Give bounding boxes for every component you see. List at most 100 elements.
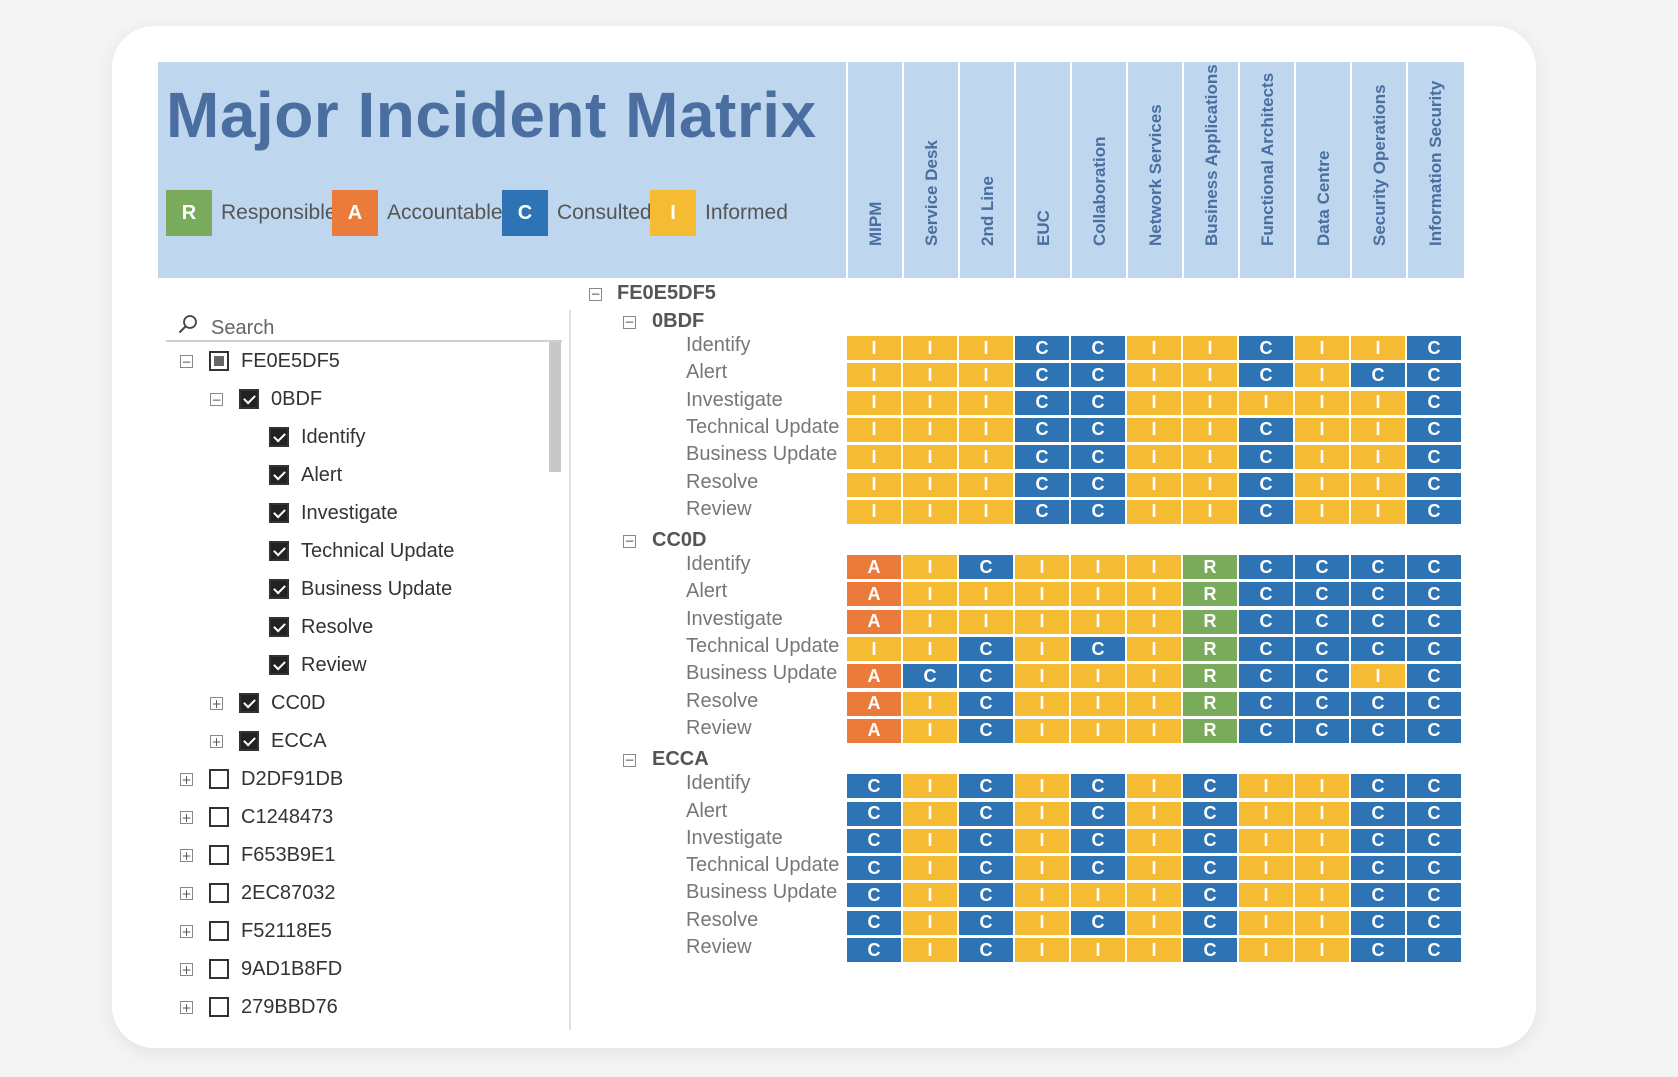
raci-cell: C [1014, 335, 1070, 361]
column-header: EUC [1014, 62, 1072, 278]
tree-checkbox[interactable] [209, 845, 229, 865]
raci-cell: I [1126, 827, 1182, 854]
collapse-icon[interactable]: − [589, 287, 602, 301]
raci-cell: I [1294, 773, 1350, 800]
raci-cell: I [1126, 471, 1182, 498]
raci-cell: I [1014, 554, 1070, 581]
raci-cell: I [1070, 581, 1126, 608]
tree-checkbox[interactable] [209, 921, 229, 941]
tree-node[interactable]: +9AD1B8FD [180, 954, 342, 984]
tree-checkbox[interactable] [269, 465, 289, 485]
tree-checkbox[interactable] [269, 503, 289, 523]
tree-node[interactable]: − FE0E5DF5 [180, 346, 340, 376]
expand-icon[interactable]: + [180, 886, 193, 901]
expand-icon[interactable]: + [210, 734, 223, 749]
raci-cell: C [1294, 581, 1350, 608]
slicer-scrollbar[interactable] [549, 342, 561, 472]
raci-cell: C [1406, 855, 1462, 882]
tree-checkbox[interactable] [209, 997, 229, 1017]
tree-checkbox[interactable] [209, 959, 229, 979]
tree-checkbox[interactable] [239, 693, 259, 713]
raci-cell: I [1126, 690, 1182, 717]
column-header-label: Information Security [1426, 80, 1445, 246]
search-input[interactable]: Search [211, 317, 275, 339]
expand-icon[interactable]: + [180, 772, 193, 787]
matrix-row-label: Resolve [686, 908, 759, 931]
raci-cell: I [1126, 773, 1182, 800]
matrix-row-label: Identify [686, 334, 751, 356]
legend-item-consulted: C Consulted [502, 190, 652, 236]
tree-node[interactable]: Resolve [240, 612, 373, 642]
tree-checkbox[interactable] [209, 351, 229, 371]
raci-cell: C [1014, 471, 1070, 498]
expand-icon[interactable]: + [180, 1000, 193, 1015]
raci-cell: I [1014, 581, 1070, 608]
tree-checkbox[interactable] [269, 541, 289, 561]
tree-checkbox[interactable] [209, 807, 229, 827]
tree-checkbox[interactable] [209, 769, 229, 789]
column-header: MIPM [846, 62, 904, 278]
tree-node[interactable]: + D2DF91DB [180, 764, 343, 794]
collapse-icon[interactable]: − [623, 534, 636, 549]
raci-cell: I [902, 416, 958, 443]
raci-cell: C [1406, 827, 1462, 854]
raci-cell: I [902, 800, 958, 827]
column-header-label: MIPM [866, 201, 885, 246]
tree-node[interactable]: + ECCA [210, 726, 327, 756]
tree-node[interactable]: − 0BDF [210, 384, 322, 414]
tree-checkbox[interactable] [209, 883, 229, 903]
tree-node[interactable]: Review [240, 650, 367, 680]
collapse-icon[interactable]: − [180, 354, 193, 369]
raci-cell: A [846, 717, 902, 744]
raci-cell: I [1126, 416, 1182, 443]
expand-icon[interactable]: + [210, 696, 223, 711]
raci-cell: C [1350, 855, 1406, 882]
tree-node[interactable]: Alert [240, 460, 342, 490]
tree-node[interactable]: Technical Update [240, 536, 454, 566]
tree-node[interactable]: Investigate [240, 498, 398, 528]
raci-cell: I [1294, 909, 1350, 936]
search-icon[interactable] [178, 314, 198, 334]
tree-node[interactable]: Identify [240, 422, 365, 452]
raci-cell: I [1182, 471, 1238, 498]
raci-cell: C [958, 690, 1014, 717]
raci-cell: R [1182, 690, 1238, 717]
tree-checkbox[interactable] [269, 579, 289, 599]
matrix-row-label: Business Update [686, 662, 838, 685]
tree-checkbox[interactable] [239, 389, 259, 409]
raci-cell: I [958, 608, 1014, 635]
raci-cell: I [1014, 800, 1070, 827]
column-header: Network Services [1126, 62, 1184, 278]
expand-icon[interactable]: + [180, 810, 193, 825]
tree-checkbox[interactable] [269, 427, 289, 447]
raci-cell: C [1294, 690, 1350, 717]
tree-checkbox[interactable] [269, 617, 289, 637]
raci-cell: C [1070, 444, 1126, 471]
tree-node[interactable]: + F653B9E1 [180, 840, 336, 870]
matrix-row-label: Business Update [686, 881, 838, 904]
expand-icon[interactable]: + [180, 962, 193, 977]
tree-checkbox[interactable] [239, 731, 259, 751]
tree-node[interactable]: + CC0D [210, 688, 325, 718]
tree-node[interactable]: +2EC87032 [180, 878, 336, 908]
tree-checkbox[interactable] [269, 655, 289, 675]
collapse-icon[interactable]: − [210, 392, 223, 407]
column-header-label: 2nd Line [978, 176, 997, 246]
raci-cell: C [958, 773, 1014, 800]
tree-node[interactable]: +279BBD76 [180, 992, 338, 1022]
tree-node[interactable]: + F52118E5 [180, 916, 332, 946]
raci-cell: C [1238, 444, 1294, 471]
raci-cell: C [1238, 717, 1294, 744]
raci-cell: C [1070, 471, 1126, 498]
raci-cell: I [902, 855, 958, 882]
raci-cell: I [1238, 855, 1294, 882]
expand-icon[interactable]: + [180, 848, 193, 863]
collapse-icon[interactable]: − [623, 315, 636, 329]
collapse-icon[interactable]: − [623, 753, 636, 768]
column-header-label: Collaboration [1090, 136, 1109, 246]
tree-node[interactable]: + C1248473 [180, 802, 333, 832]
tree-node[interactable]: Business Update [240, 574, 452, 604]
expand-icon[interactable]: + [180, 924, 193, 939]
raci-cell: I [902, 362, 958, 389]
raci-cell: I [1126, 882, 1182, 909]
